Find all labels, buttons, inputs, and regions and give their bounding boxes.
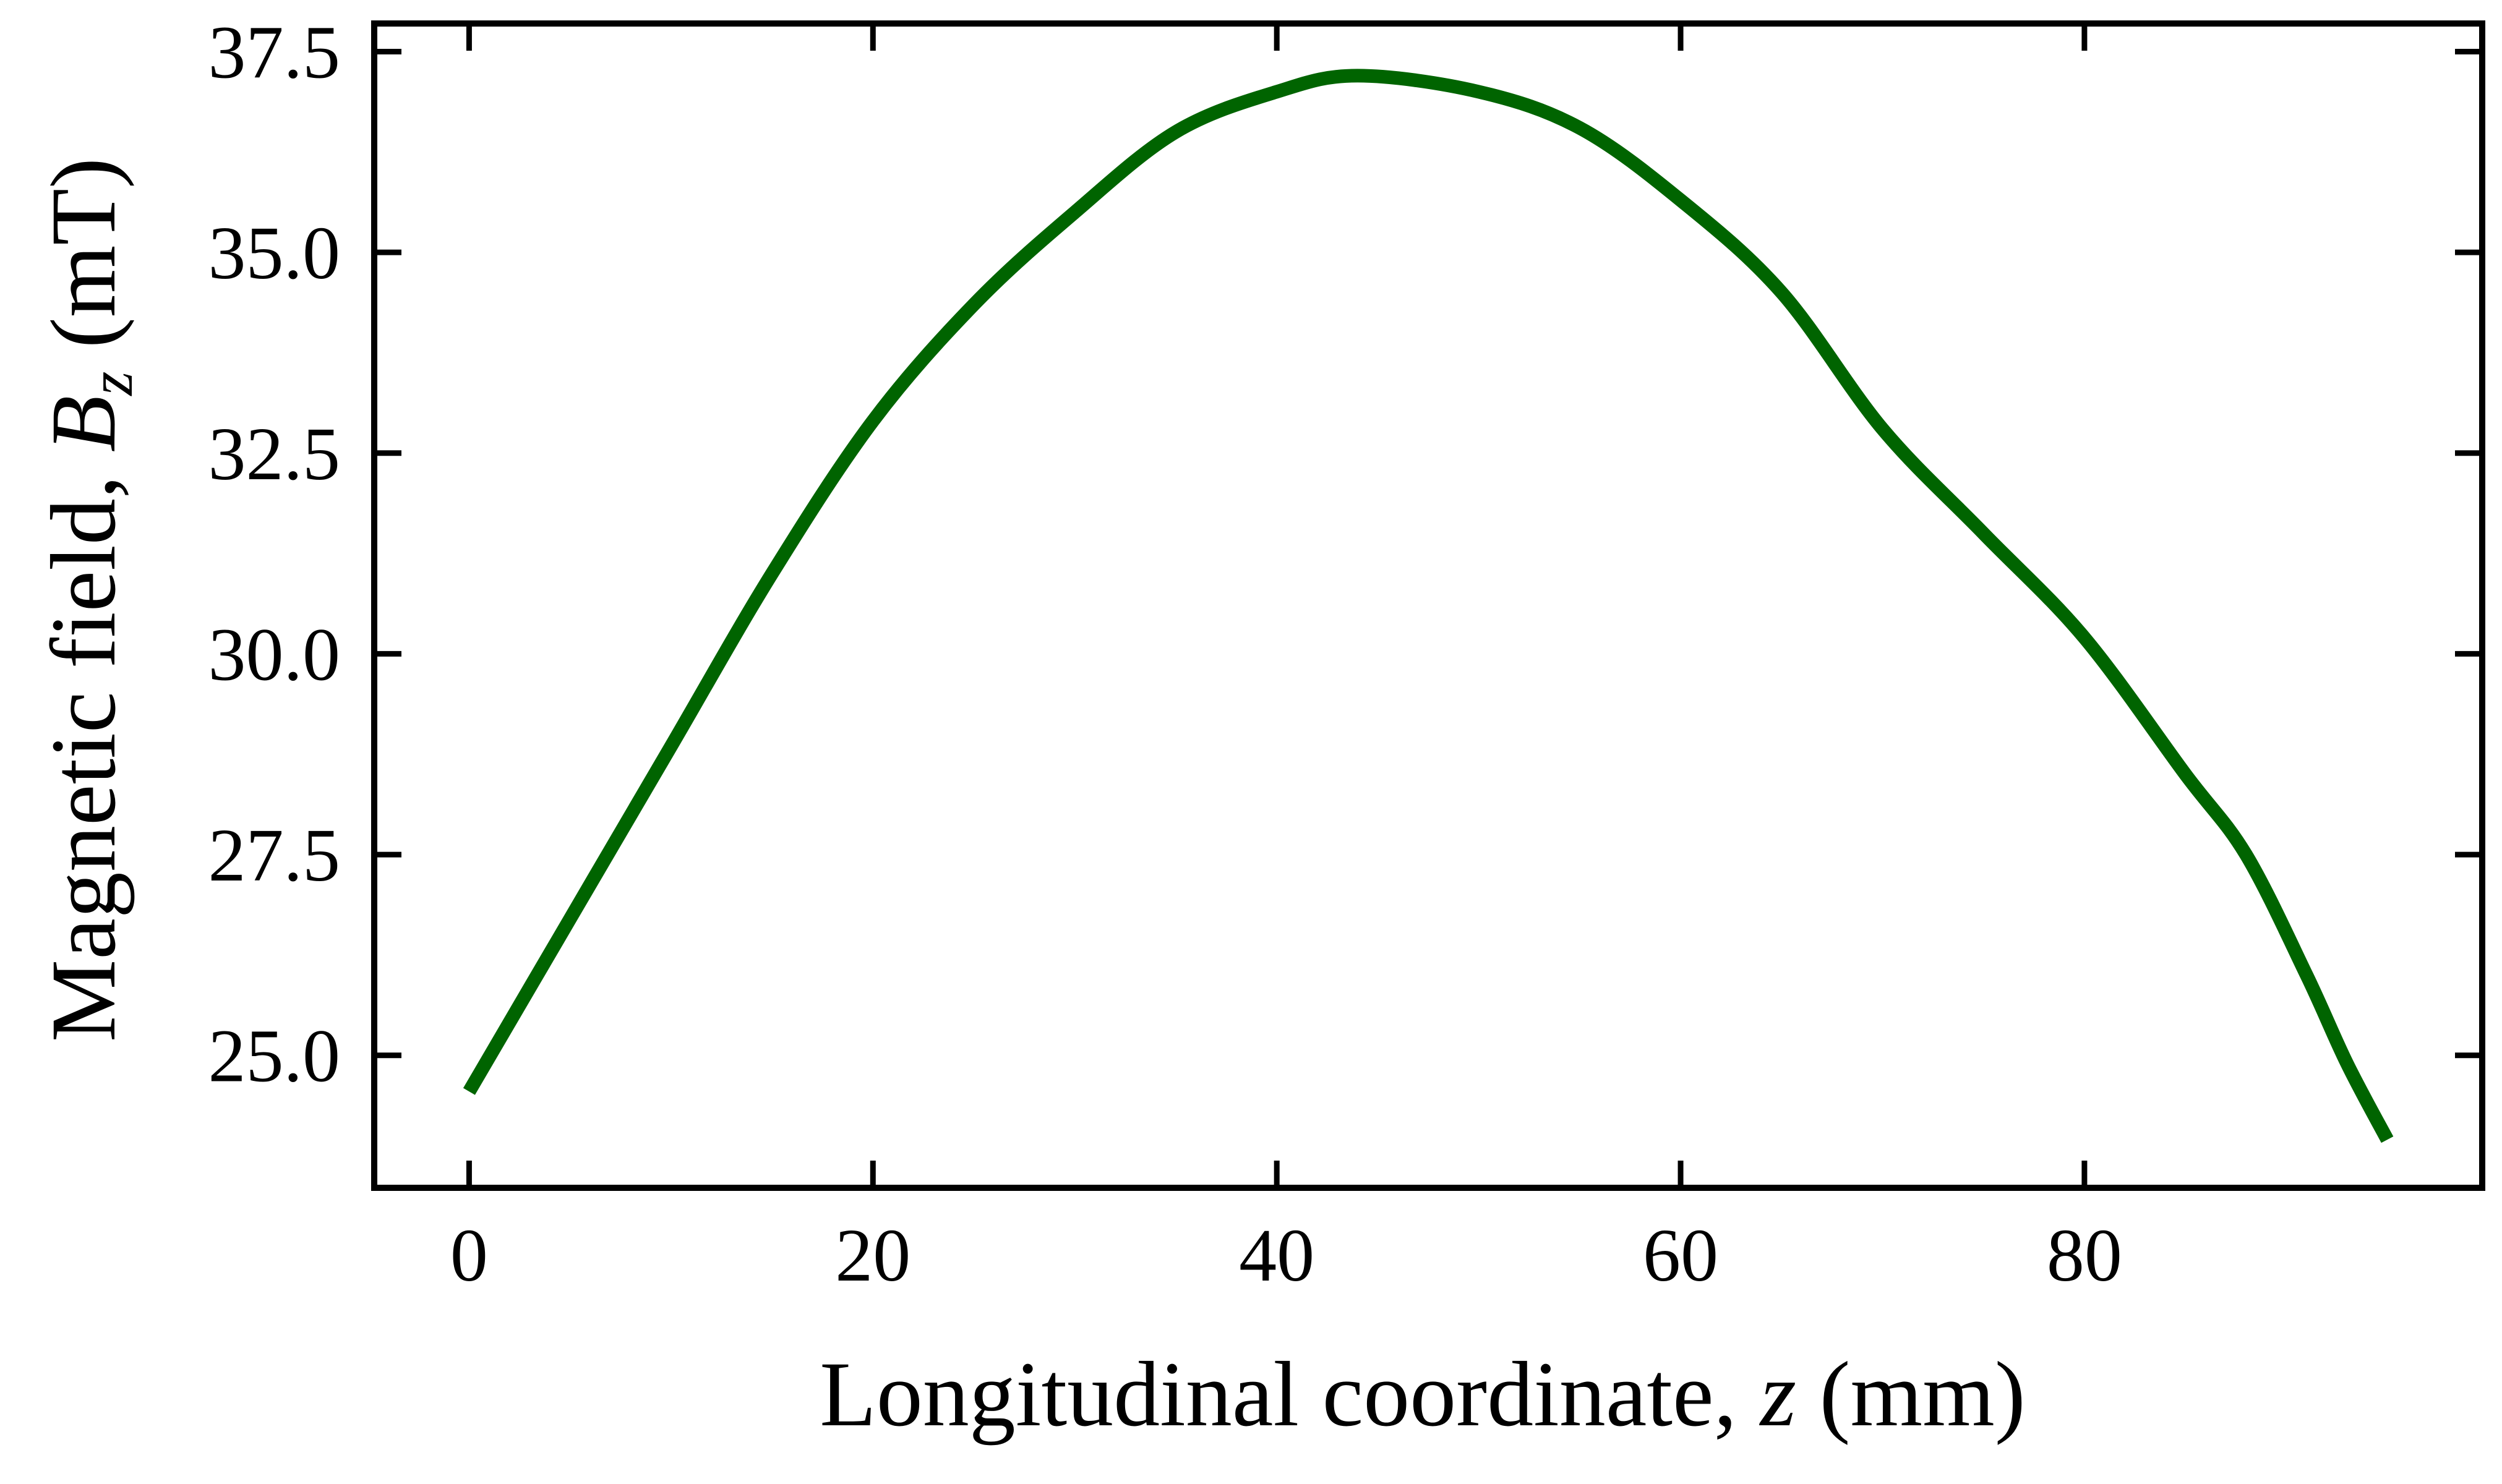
- axes-frame: [371, 20, 2485, 1191]
- y-tick-label-0: 25.0: [208, 1015, 341, 1098]
- x-tick-label-1: 20: [835, 1214, 910, 1297]
- y-tick-label-1: 27.5: [208, 814, 341, 897]
- x-axis-label-var: z: [1759, 1343, 1796, 1446]
- y-axis-label-unit: (mT): [32, 158, 135, 372]
- y-axis-label-subscript: z: [77, 372, 145, 397]
- axis-ticks: [374, 23, 2482, 1188]
- x-axis-label-text: Longitudinal coordinate,: [820, 1343, 1760, 1446]
- y-tick-label-5: 37.5: [208, 11, 341, 94]
- x-tick-label-2: 40: [1239, 1214, 1314, 1297]
- y-axis-label-text: Magnetic field,: [32, 452, 135, 1042]
- plot-area: [463, 69, 2394, 1143]
- tick-labels: 0 20 40 60 80 25.0 27.5 30.0 32.5 35.0 37.5: [208, 11, 2122, 1297]
- y-axis-label-var: B: [32, 396, 135, 453]
- x-tick-label-0: 0: [450, 1214, 488, 1297]
- y-tick-label-3: 32.5: [208, 412, 341, 496]
- x-tick-label-4: 80: [2047, 1214, 2122, 1297]
- x-axis-label-unit: (mm): [1796, 1343, 2026, 1446]
- y-tick-label-4: 35.0: [208, 211, 341, 295]
- x-tick-label-3: 60: [1643, 1214, 1718, 1297]
- x-axis-label: Longitudinal coordinate, z (mm): [820, 1343, 2026, 1446]
- y-axis-label: Magnetic field, Bz (mT): [32, 158, 145, 1042]
- y-tick-label-2: 30.0: [208, 613, 341, 696]
- series-line-0: [463, 69, 2394, 1143]
